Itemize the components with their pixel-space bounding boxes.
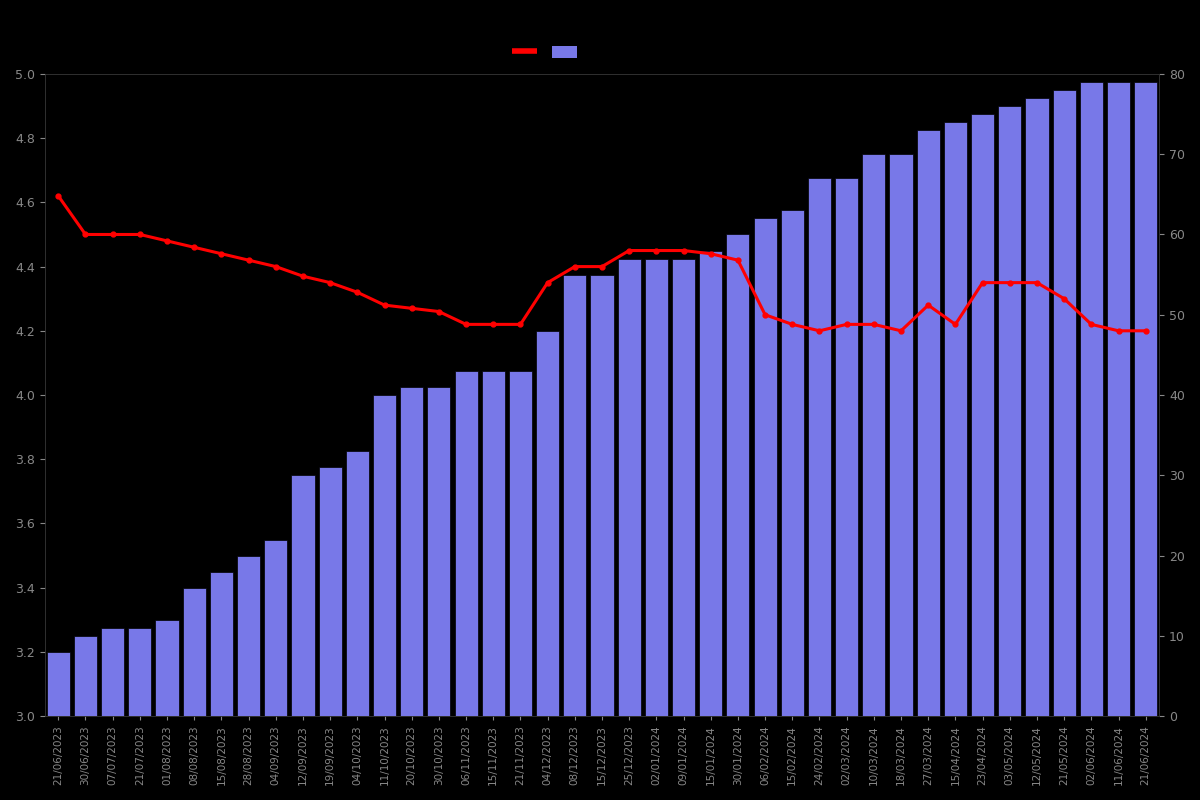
Bar bbox=[618, 258, 641, 716]
Bar bbox=[47, 652, 70, 716]
Legend: , : , bbox=[511, 46, 581, 59]
Bar bbox=[128, 628, 151, 716]
Bar bbox=[346, 451, 368, 716]
Bar bbox=[1025, 98, 1049, 716]
Bar bbox=[971, 114, 994, 716]
Bar bbox=[700, 250, 722, 716]
Bar bbox=[835, 178, 858, 716]
Bar bbox=[563, 274, 587, 716]
Bar bbox=[238, 555, 260, 716]
Bar bbox=[400, 387, 424, 716]
Bar bbox=[1052, 90, 1075, 716]
Bar bbox=[863, 154, 886, 716]
Bar bbox=[917, 130, 940, 716]
Bar bbox=[509, 371, 532, 716]
Bar bbox=[644, 258, 668, 716]
Bar bbox=[373, 395, 396, 716]
Bar bbox=[74, 636, 97, 716]
Bar bbox=[672, 258, 695, 716]
Bar bbox=[156, 620, 179, 716]
Bar bbox=[754, 218, 776, 716]
Bar bbox=[210, 572, 233, 716]
Bar bbox=[1134, 82, 1157, 716]
Bar bbox=[1080, 82, 1103, 716]
Bar bbox=[944, 122, 967, 716]
Bar bbox=[292, 475, 314, 716]
Bar bbox=[889, 154, 912, 716]
Bar bbox=[998, 106, 1021, 716]
Bar bbox=[590, 274, 613, 716]
Bar bbox=[455, 371, 478, 716]
Bar bbox=[182, 588, 205, 716]
Bar bbox=[808, 178, 832, 716]
Bar bbox=[264, 539, 287, 716]
Bar bbox=[536, 331, 559, 716]
Bar bbox=[319, 467, 342, 716]
Bar bbox=[726, 234, 750, 716]
Bar bbox=[1106, 82, 1130, 716]
Bar bbox=[427, 387, 450, 716]
Bar bbox=[101, 628, 125, 716]
Bar bbox=[781, 210, 804, 716]
Bar bbox=[481, 371, 505, 716]
